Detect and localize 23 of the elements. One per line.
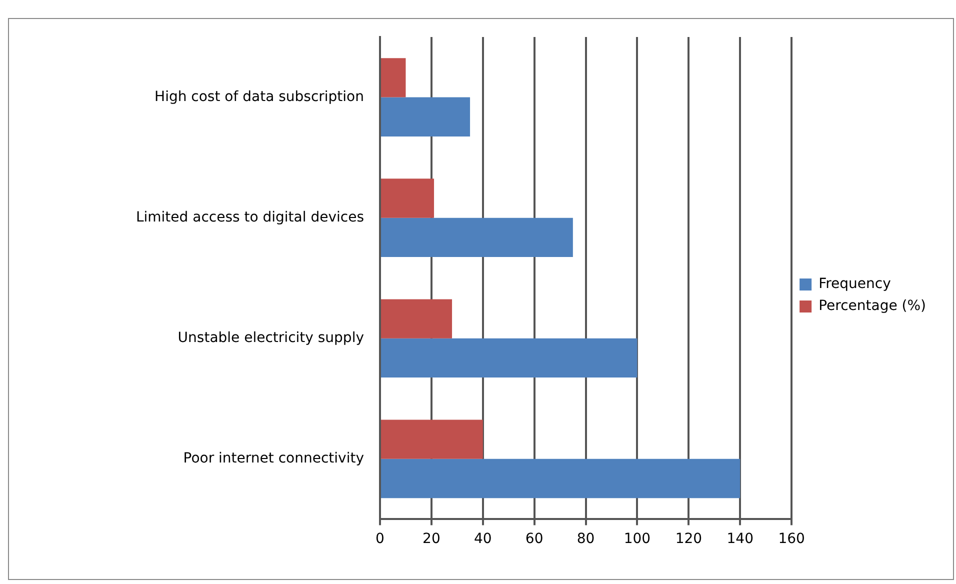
bar [381,299,452,338]
x-tick-label: 40 [474,531,492,548]
bar [381,458,740,498]
x-tick-label: 60 [525,531,544,548]
x-tick-label: 140 [726,531,754,548]
bar [381,218,573,258]
x-tick-label: 20 [422,531,440,548]
y-tick-label: High cost of data subscription [154,88,364,105]
bar [381,58,406,98]
legend-label: Percentage (%) [818,298,926,314]
x-tick-label: 100 [624,531,651,548]
bar [381,338,638,378]
x-tick-label: 160 [778,531,805,548]
y-tick-label: Limited access to digital devices [136,209,364,226]
bar [381,178,434,218]
x-tick-label: 0 [376,531,384,548]
x-tick-label: 80 [576,531,595,548]
y-tick-label: Poor internet connectivity [183,450,364,467]
x-tick-label: 120 [675,531,702,548]
legend-label: Frequency [818,276,891,292]
y-tick-label: Unstable electricity supply [178,330,364,346]
bar [381,420,483,459]
bar [381,97,470,136]
